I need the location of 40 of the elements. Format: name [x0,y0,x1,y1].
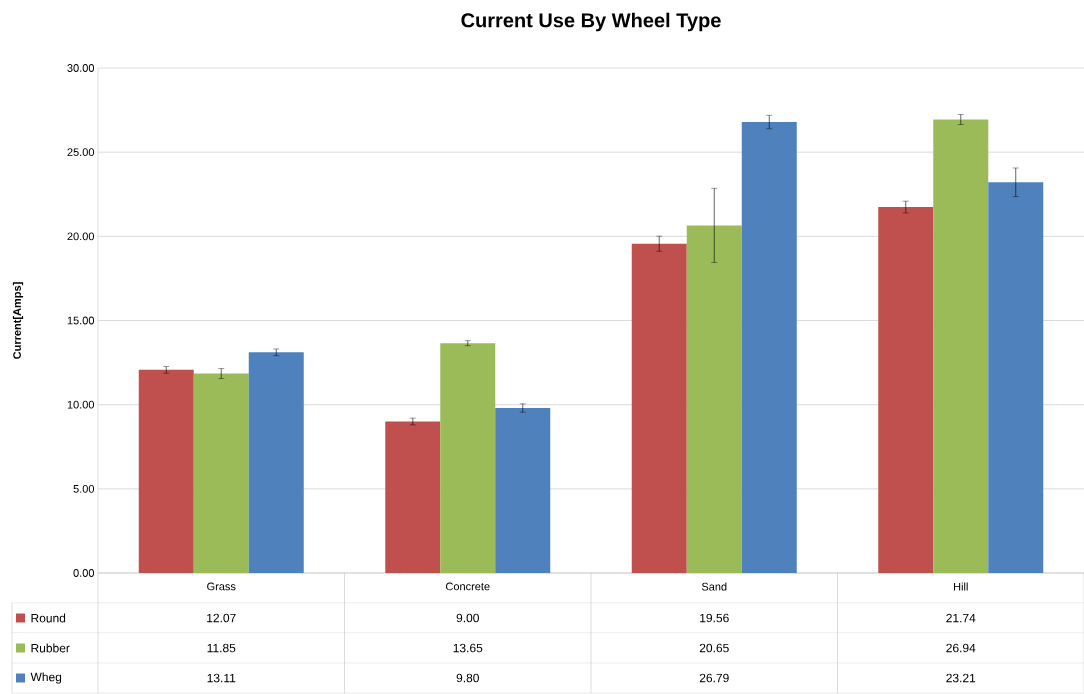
legend-label: Round [31,613,66,623]
bar [138,369,194,573]
y-tick-label: 0.00 [73,569,95,577]
chart-title: Current Use By Wheel Type [461,12,721,32]
data-label: 26.79 [699,673,729,683]
data-label: 26.94 [946,643,976,653]
legend-label: Rubber [31,643,70,653]
data-label: 9.80 [456,673,479,683]
data-label: 11.85 [207,643,236,653]
data-label: 20.65 [699,643,729,653]
y-axis-title: Current[Amps] [12,282,24,359]
data-label: 23.21 [946,673,976,683]
bar [248,352,304,573]
data-label: 21.74 [946,613,976,623]
bar [933,119,989,573]
data-label: 13.11 [207,673,236,683]
x-tick-label: Grass [207,582,236,591]
data-label: 13.65 [453,643,483,653]
bar [495,408,551,573]
x-tick-label: Hill [954,582,968,591]
data-label: 19.56 [700,613,729,623]
bar [440,343,496,573]
legend-label: Wheg [30,672,62,684]
y-tick-label: 25.00 [67,148,95,157]
bar [741,122,797,573]
x-tick-label: Concrete [446,582,490,591]
y-tick-label: 20.00 [67,232,95,241]
data-label: 12.07 [207,613,236,623]
bar [385,421,441,573]
bar [193,373,249,573]
data-label: 9.00 [456,613,479,623]
y-tick-label: 15.00 [67,316,95,325]
y-tick-label: 30.00 [67,64,95,72]
bar [686,225,742,573]
bar [988,182,1044,573]
bar [878,207,934,573]
x-tick-label: Sand [701,582,727,591]
y-tick-label: 10.00 [67,400,95,409]
bar [631,243,687,573]
y-tick-label: 5.00 [73,484,95,493]
